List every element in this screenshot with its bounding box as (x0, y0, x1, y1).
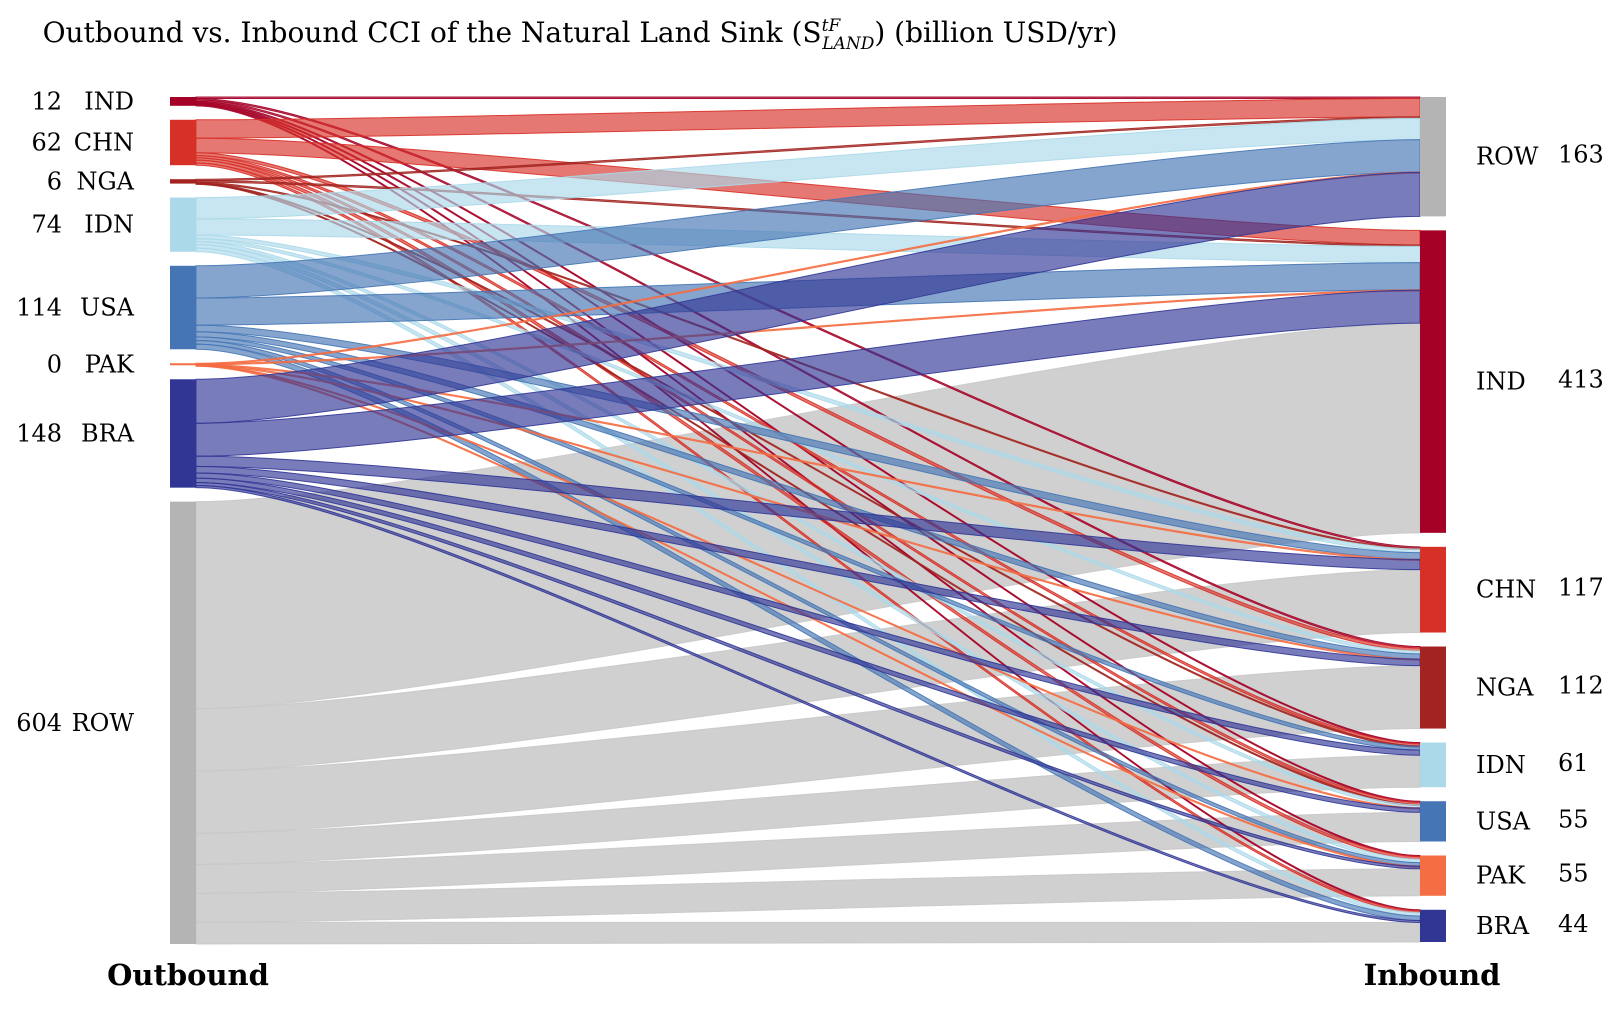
source-value-chn: 62 (31, 128, 62, 156)
target-label-idn: IDN (1476, 751, 1526, 779)
source-value-usa: 114 (16, 294, 62, 322)
source-label-usa: USA (80, 294, 135, 322)
target-value-nga: 112 (1558, 672, 1604, 700)
source-node-chn (170, 119, 196, 166)
source-label-bra: BRA (81, 419, 135, 447)
outbound-label: Outbound (107, 958, 269, 992)
sankey-nodes (170, 97, 1446, 944)
target-value-pak: 55 (1558, 860, 1589, 888)
target-node-idn (1420, 742, 1446, 788)
source-node-ind (170, 97, 196, 106)
target-node-chn (1420, 546, 1446, 633)
source-label-ind: IND (84, 87, 134, 115)
target-value-row: 163 (1558, 141, 1604, 169)
source-node-usa (170, 265, 196, 350)
title-subscript: LAND (821, 34, 874, 54)
flow-links (195, 96, 1421, 945)
source-node-pak (170, 363, 196, 366)
source-value-pak: 0 (47, 350, 62, 378)
target-node-pak (1420, 855, 1446, 896)
source-label-nga: NGA (76, 167, 134, 195)
target-label-nga: NGA (1476, 674, 1534, 702)
source-node-nga (170, 179, 196, 184)
target-label-pak: PAK (1476, 862, 1526, 890)
source-value-idn: 74 (31, 211, 62, 239)
source-node-bra (170, 379, 196, 488)
node-labels: IND 12 CHN 62 NGA 6 IDN 74 USA 114 PAK 0 BRA 148 ROW 60… (16, 87, 1604, 939)
target-node-bra (1420, 909, 1446, 942)
source-label-chn: CHN (74, 128, 134, 156)
source-value-row: 604 (16, 709, 62, 737)
source-label-row: ROW (72, 709, 135, 737)
target-node-usa (1420, 801, 1446, 842)
inbound-label: Inbound (1364, 958, 1501, 992)
target-value-idn: 61 (1558, 749, 1589, 777)
target-value-usa: 55 (1558, 805, 1589, 833)
source-label-pak: PAK (85, 350, 135, 378)
title-suffix: ) (billion USD/yr) (874, 16, 1117, 49)
title-prefix: Outbound vs. Inbound CCI of the Natural … (43, 16, 822, 49)
source-value-nga: 6 (47, 167, 62, 195)
source-value-ind: 12 (31, 87, 62, 115)
source-label-idn: IDN (84, 211, 134, 239)
target-value-ind: 413 (1558, 366, 1604, 394)
source-node-idn (170, 197, 196, 252)
target-label-row: ROW (1476, 143, 1539, 171)
target-label-ind: IND (1476, 368, 1526, 396)
flow-bra-to-row (195, 171, 1421, 424)
target-label-chn: CHN (1476, 576, 1536, 604)
target-node-nga (1420, 646, 1446, 729)
source-value-bra: 148 (16, 419, 62, 447)
target-label-bra: BRA (1476, 912, 1530, 940)
target-value-bra: 44 (1558, 910, 1589, 938)
target-node-row (1420, 97, 1446, 217)
chart-title: Outbound vs. Inbound CCI of the Natural … (43, 16, 1118, 54)
target-label-usa: USA (1476, 807, 1531, 835)
target-node-ind (1420, 230, 1446, 533)
target-value-chn: 117 (1558, 574, 1604, 602)
title-superscript: tF (822, 16, 842, 36)
flow-ind-to-row (195, 96, 1421, 99)
flow-row-to-bra (195, 921, 1421, 945)
source-node-row (170, 501, 196, 944)
